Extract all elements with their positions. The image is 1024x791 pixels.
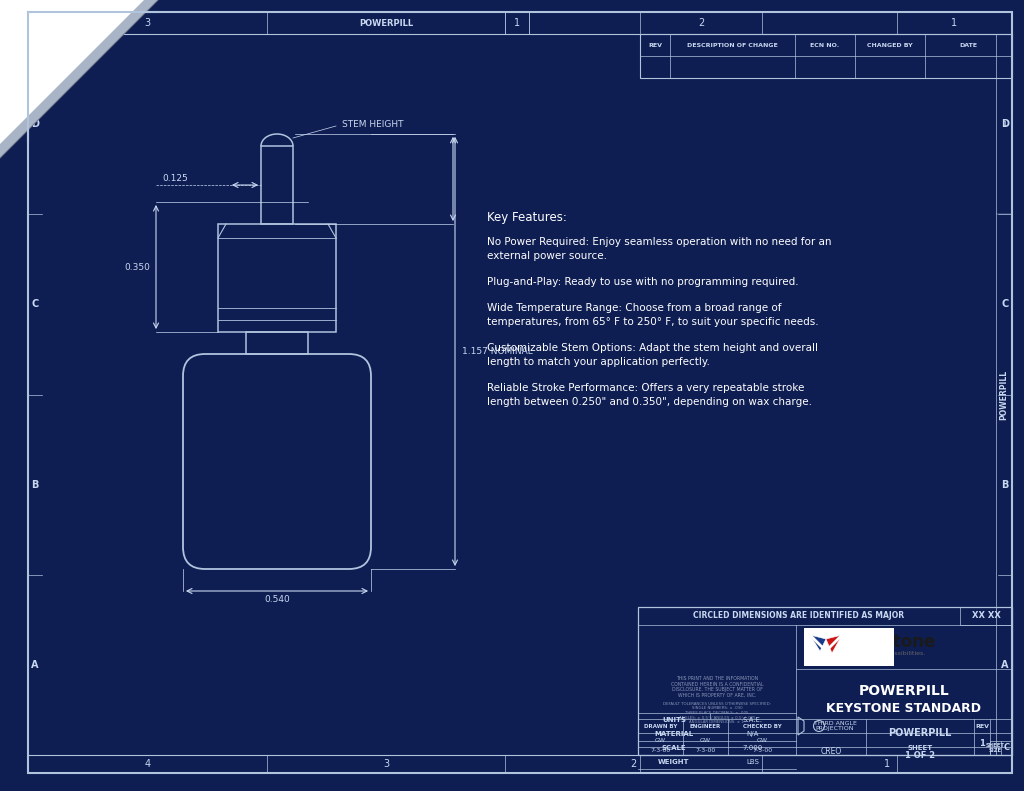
Text: length between 0.250" and 0.350", depending on wax charge.: length between 0.250" and 0.350", depend… xyxy=(487,397,812,407)
Text: ENGINEER: ENGINEER xyxy=(690,724,721,729)
Text: 1.157 NOMINAL: 1.157 NOMINAL xyxy=(462,347,532,356)
Polygon shape xyxy=(0,0,158,158)
Text: DEFAULT TOLERANCES UNLESS OTHERWISE SPECIFIED:
SINGLE NUMBERS: ± .030
THREE PLAC: DEFAULT TOLERANCES UNLESS OTHERWISE SPEC… xyxy=(664,702,771,725)
Text: Reliable Stroke Performance: Offers a very repeatable stroke: Reliable Stroke Performance: Offers a ve… xyxy=(487,383,805,393)
Text: D: D xyxy=(1001,119,1009,129)
Text: POWERPILL: POWERPILL xyxy=(359,18,413,28)
Text: MATERIAL: MATERIAL xyxy=(654,731,693,737)
Text: DATE: DATE xyxy=(959,43,978,47)
Text: 2: 2 xyxy=(698,18,705,28)
Text: 1: 1 xyxy=(1001,121,1007,127)
Text: CHECKED BY: CHECKED BY xyxy=(742,724,781,729)
Text: Wide Temperature Range: Choose from a broad range of: Wide Temperature Range: Choose from a br… xyxy=(487,303,781,313)
Bar xyxy=(640,34,1012,78)
Text: POWERPILL: POWERPILL xyxy=(888,728,951,738)
Text: 7.000: 7.000 xyxy=(742,745,763,751)
Text: No Power Required: Enjoy seamless operation with no need for an: No Power Required: Enjoy seamless operat… xyxy=(487,237,831,247)
Text: REV: REV xyxy=(975,724,989,729)
Text: POWERPILL: POWERPILL xyxy=(999,369,1009,419)
Bar xyxy=(505,12,529,34)
Text: LBS: LBS xyxy=(746,759,760,765)
Text: 1: 1 xyxy=(951,18,957,28)
Text: 0.125: 0.125 xyxy=(162,173,187,183)
Text: REV: REV xyxy=(648,43,662,47)
Text: Customizable Stem Options: Adapt the stem height and overall: Customizable Stem Options: Adapt the ste… xyxy=(487,343,818,353)
Bar xyxy=(218,224,336,332)
Text: D: D xyxy=(31,119,39,129)
Text: SCALE: SCALE xyxy=(662,745,686,751)
Bar xyxy=(961,607,1012,625)
Text: GW: GW xyxy=(757,737,768,743)
Text: DRAWN BY: DRAWN BY xyxy=(644,724,677,729)
Text: C: C xyxy=(1001,299,1009,309)
Text: A: A xyxy=(1001,660,1009,670)
Text: UNITS: UNITS xyxy=(662,717,686,723)
Polygon shape xyxy=(0,0,158,158)
Text: SHEET: SHEET xyxy=(907,745,933,751)
Text: 0.540: 0.540 xyxy=(264,596,290,604)
Text: 7-3-00: 7-3-00 xyxy=(650,748,671,754)
Text: 1: 1 xyxy=(979,740,985,748)
Text: 0.350: 0.350 xyxy=(124,263,150,271)
Text: 4: 4 xyxy=(144,759,151,769)
Text: B: B xyxy=(32,479,39,490)
Polygon shape xyxy=(810,635,826,651)
Text: 1 OF 2: 1 OF 2 xyxy=(905,751,935,759)
Text: CIRCLED DIMENSIONS ARE IDENTIFIED AS MAJOR: CIRCLED DIMENSIONS ARE IDENTIFIED AS MAJ… xyxy=(693,611,904,620)
Text: DESCRIPTION OF CHANGE: DESCRIPTION OF CHANGE xyxy=(687,43,778,47)
Text: S.A.E.: S.A.E. xyxy=(743,717,763,723)
Text: A: A xyxy=(32,660,39,670)
Bar xyxy=(996,34,1012,755)
Text: WEIGHT: WEIGHT xyxy=(658,759,690,765)
Text: length to match your application perfectly.: length to match your application perfect… xyxy=(487,357,710,367)
Text: 1: 1 xyxy=(514,18,520,28)
Text: THIS PRINT AND THE INFORMATION
CONTAINED HEREIN IS A CONFIDENTIAL
DISCLOSURE. TH: THIS PRINT AND THE INFORMATION CONTAINED… xyxy=(671,676,763,698)
Text: THIRD ANGLE
PROJECTION: THIRD ANGLE PROJECTION xyxy=(813,721,856,732)
Text: 7-5-00: 7-5-00 xyxy=(752,748,772,754)
Text: N/A: N/A xyxy=(746,731,759,737)
Text: POWERPILL: POWERPILL xyxy=(859,684,949,698)
Text: 3: 3 xyxy=(383,759,389,769)
Text: Keystone: Keystone xyxy=(848,633,935,651)
Text: Plug-and-Play: Ready to use with no programming required.: Plug-and-Play: Ready to use with no prog… xyxy=(487,277,799,287)
Text: C: C xyxy=(1004,744,1010,752)
Text: external power source.: external power source. xyxy=(487,251,607,261)
Text: CHANGED BY: CHANGED BY xyxy=(867,43,912,47)
Text: 2: 2 xyxy=(631,759,637,769)
Text: Opening Up Possibilities.: Opening Up Possibilities. xyxy=(848,652,926,657)
Text: 1: 1 xyxy=(884,759,890,769)
Text: C: C xyxy=(32,299,39,309)
Bar xyxy=(246,332,308,354)
Text: GW: GW xyxy=(700,737,711,743)
Text: B: B xyxy=(1001,479,1009,490)
Text: Key Features:: Key Features: xyxy=(487,211,567,224)
Text: 7-3-00: 7-3-00 xyxy=(695,748,716,754)
Bar xyxy=(261,146,293,224)
Polygon shape xyxy=(826,635,842,653)
Text: STEM HEIGHT: STEM HEIGHT xyxy=(342,119,403,128)
Bar xyxy=(638,607,1012,755)
Text: KEYSTONE STANDARD: KEYSTONE STANDARD xyxy=(826,702,981,714)
Text: 3: 3 xyxy=(144,18,151,28)
Text: XX XX: XX XX xyxy=(972,611,1000,620)
Text: ECN NO.: ECN NO. xyxy=(810,43,840,47)
Text: SHEET
SIZE: SHEET SIZE xyxy=(986,743,1005,753)
Text: CREO: CREO xyxy=(820,747,842,755)
Bar xyxy=(804,628,894,666)
Text: temperatures, from 65° F to 250° F, to suit your specific needs.: temperatures, from 65° F to 250° F, to s… xyxy=(487,317,818,327)
Text: GW: GW xyxy=(655,737,666,743)
